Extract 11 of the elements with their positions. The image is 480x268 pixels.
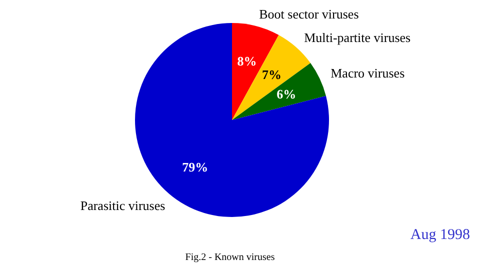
slice-label: Multi-partite viruses [304,30,411,46]
text: Aug 1998 [410,227,470,243]
slice-label: Macro viruses [330,66,405,81]
data-label: 79% [182,160,208,175]
slice-label: Boot sector viruses [259,6,359,22]
slice-label: Parasitic viruses [80,198,166,214]
caption: Fig.2 - Known viruses [185,252,275,263]
data-label: 6% [276,86,296,102]
pie-slice [232,23,279,120]
data-label: 7% [262,66,282,82]
data-label: 8% [237,54,257,69]
